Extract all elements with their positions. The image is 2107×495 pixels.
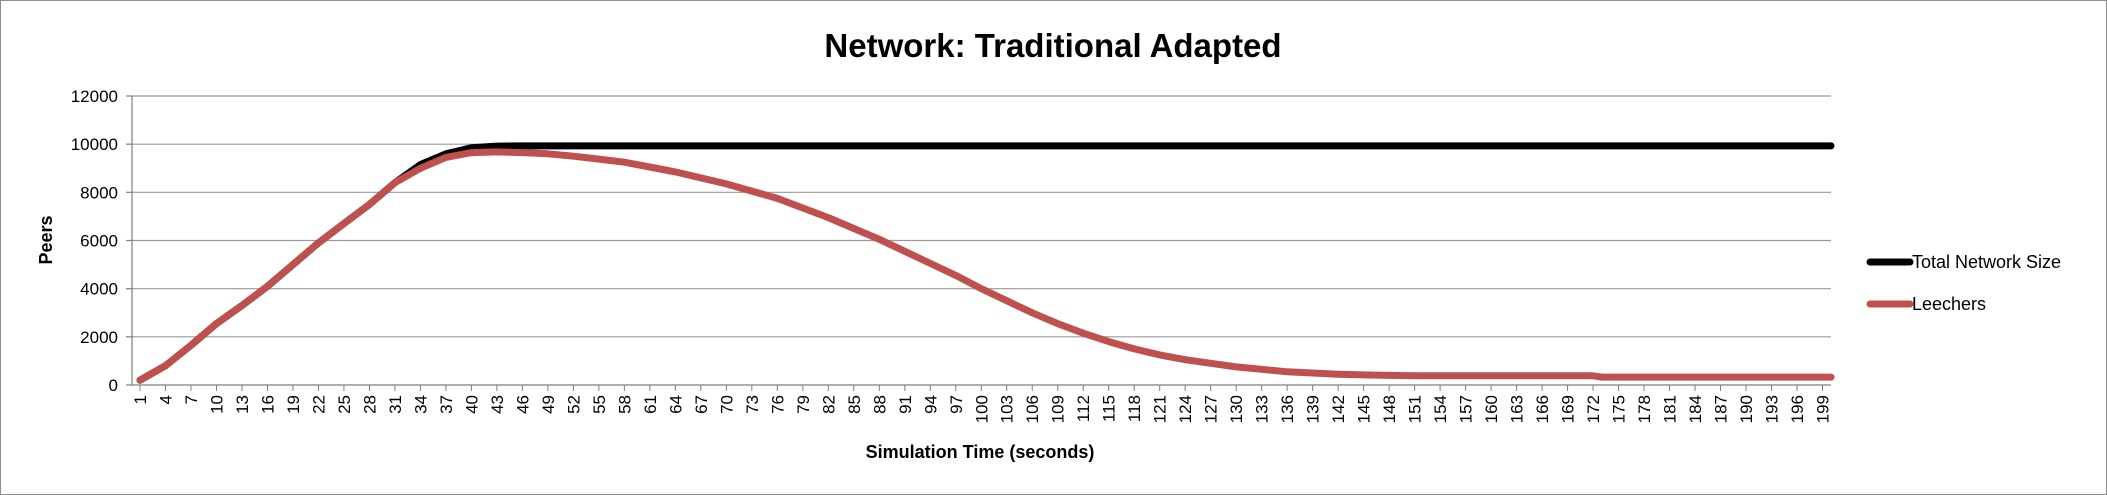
x-tick-label: 166 (1533, 395, 1552, 423)
x-tick-label: 97 (947, 395, 966, 414)
x-tick-label: 160 (1482, 395, 1501, 423)
x-tick-label: 34 (411, 395, 430, 414)
x-tick-label: 49 (539, 395, 558, 414)
x-axis-tick-labels: 1 4 7 10 13 16 19 22 25 28 31 34 37 40 43 46 49 52 55 58 61 6… (131, 395, 1833, 423)
x-tick-label: 19 (284, 395, 303, 414)
x-tick-label: 40 (462, 395, 481, 414)
x-tick-label: 22 (309, 395, 328, 414)
x-tick-label: 178 (1635, 395, 1654, 423)
x-tick-label: 7 (182, 395, 201, 404)
x-tick-label: 91 (896, 395, 915, 414)
y-tick-label: 0 (109, 376, 118, 395)
x-tick-label: 199 (1814, 395, 1833, 423)
x-tick-label: 136 (1278, 395, 1297, 423)
y-axis-tick-labels: 0 2000 4000 6000 8000 10000 12000 (71, 87, 118, 395)
x-axis-title: Simulation Time (seconds) (866, 442, 1095, 462)
x-tick-label: 169 (1559, 395, 1578, 423)
x-tick-label: 145 (1355, 395, 1374, 423)
x-tick-label: 16 (258, 395, 277, 414)
x-tick-label: 139 (1304, 395, 1323, 423)
x-tick-label: 157 (1457, 395, 1476, 423)
x-tick-label: 1 (131, 395, 150, 404)
x-tick-label: 106 (1023, 395, 1042, 423)
x-tick-label: 115 (1100, 395, 1119, 422)
x-tick-label: 127 (1202, 395, 1221, 423)
x-tick-label: 88 (870, 395, 889, 414)
x-tick-label: 175 (1610, 395, 1629, 423)
y-tick-label: 8000 (80, 183, 118, 202)
x-tick-label: 148 (1380, 395, 1399, 423)
x-tick-label: 187 (1712, 395, 1731, 423)
x-tick-label: 76 (768, 395, 787, 414)
x-tick-label: 64 (666, 395, 685, 414)
x-tick-label: 46 (513, 395, 532, 414)
x-tick-label: 94 (921, 395, 940, 414)
x-tick-label: 130 (1227, 395, 1246, 423)
x-tick-label: 163 (1508, 395, 1527, 423)
x-tick-label: 172 (1584, 395, 1603, 423)
x-tick-label: 124 (1176, 395, 1195, 423)
x-tick-label: 154 (1431, 395, 1450, 423)
x-tick-label: 58 (615, 395, 634, 414)
x-tick-label: 73 (743, 395, 762, 414)
x-tick-label: 10 (207, 395, 226, 414)
x-tick-label: 52 (564, 395, 583, 414)
x-tick-label: 25 (335, 395, 354, 414)
x-tick-label: 43 (488, 395, 507, 414)
x-tick-label: 142 (1329, 395, 1348, 423)
y-tick-label: 4000 (80, 280, 118, 299)
x-tick-label: 196 (1788, 395, 1807, 423)
x-axis (131, 96, 1824, 391)
x-tick-label: 13 (233, 395, 252, 414)
x-tick-label: 133 (1253, 395, 1272, 423)
x-tick-label: 181 (1661, 395, 1680, 423)
x-tick-label: 55 (590, 395, 609, 414)
gridlines (126, 95, 1831, 386)
x-tick-label: 61 (641, 395, 660, 414)
legend-label: Total Network Size (1912, 252, 2061, 272)
chart-title: Network: Traditional Adapted (824, 27, 1281, 64)
x-tick-label: 82 (819, 395, 838, 414)
x-tick-label: 31 (386, 395, 405, 414)
legend: Total Network Size Leechers (1866, 252, 2061, 314)
x-tick-label: 151 (1406, 395, 1425, 423)
x-tick-label: 28 (360, 395, 379, 414)
legend-label: Leechers (1912, 294, 1986, 314)
x-tick-label: 4 (156, 395, 175, 404)
x-tick-label: 193 (1763, 395, 1782, 423)
x-tick-label: 109 (1049, 395, 1068, 423)
y-tick-label: 6000 (80, 232, 118, 251)
x-tick-label: 67 (692, 395, 711, 414)
x-tick-label: 118 (1125, 395, 1144, 422)
x-tick-label: 184 (1686, 395, 1705, 423)
x-tick-label: 100 (972, 395, 991, 423)
y-axis-title: Peers (36, 215, 56, 264)
series-lines (136, 142, 1835, 384)
x-tick-label: 103 (998, 395, 1017, 423)
x-tick-label: 112 (1074, 395, 1093, 422)
series-line-leechers (136, 148, 1835, 384)
y-tick-label: 12000 (71, 87, 118, 106)
y-tick-label: 10000 (71, 135, 118, 154)
x-tick-label: 85 (845, 395, 864, 414)
x-tick-label: 37 (437, 395, 456, 414)
x-tick-label: 70 (717, 395, 736, 414)
x-tick-label: 190 (1737, 395, 1756, 423)
y-tick-label: 2000 (80, 328, 118, 347)
x-tick-label: 121 (1151, 395, 1170, 423)
x-tick-label: 79 (794, 395, 813, 414)
